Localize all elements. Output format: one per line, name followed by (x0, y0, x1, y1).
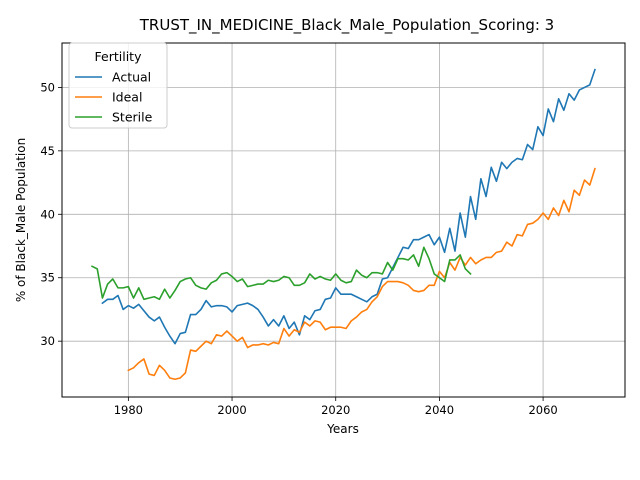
legend-items: Actual Ideal Sterile (75, 70, 153, 125)
legend-title: Fertility (95, 49, 143, 64)
y-axis: 30 35 40 45 50 (40, 80, 62, 348)
x-tick-label: 2060 (528, 403, 557, 417)
y-tick-label: 40 (40, 207, 55, 221)
y-tick-label: 35 (40, 271, 55, 285)
legend-box (68, 42, 168, 129)
x-axis: 1980 2000 2020 2040 2060 (114, 397, 558, 417)
legend-label-sterile: Sterile (112, 110, 153, 125)
legend-label-actual: Actual (112, 70, 151, 85)
series-line-sterile (90, 246, 472, 301)
y-tick-label: 45 (40, 144, 55, 158)
series-line-actual (101, 68, 596, 345)
legend-label-ideal: Ideal (112, 90, 142, 105)
x-axis-label: Years (326, 422, 359, 436)
chart-title: TRUST_IN_MEDICINE_Black_Male_Population_… (139, 16, 554, 35)
legend: Fertility Actual Ideal Sterile (68, 42, 168, 129)
series-line-ideal (127, 167, 596, 381)
plot-frame (61, 42, 626, 398)
x-tick-label: 2000 (217, 403, 246, 417)
x-tick-label: 1980 (114, 403, 143, 417)
y-tick-label: 30 (40, 334, 55, 348)
y-tick-label: 50 (40, 80, 55, 94)
grid-lines (62, 43, 625, 397)
x-tick-label: 2040 (425, 403, 454, 417)
x-tick-label: 2020 (321, 403, 350, 417)
series-lines (90, 68, 596, 381)
y-axis-label: % of Black_Male Population (14, 138, 28, 302)
